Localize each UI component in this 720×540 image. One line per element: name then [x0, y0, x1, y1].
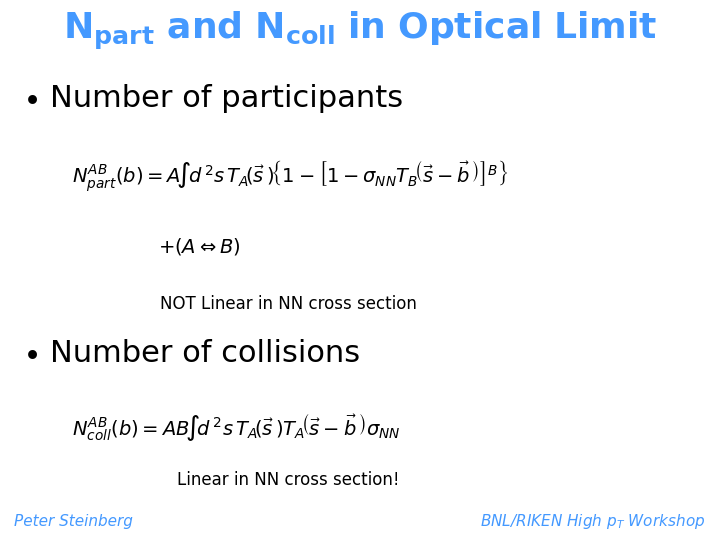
- Text: NOT Linear in NN cross section: NOT Linear in NN cross section: [160, 295, 416, 313]
- Text: Number of participants: Number of participants: [50, 84, 403, 113]
- Text: $\bullet$: $\bullet$: [22, 84, 37, 113]
- Text: Peter Steinberg: Peter Steinberg: [14, 514, 133, 529]
- Text: $N_{part}^{AB}(b)= A\!\int\! d^{\,2}s\,T_A\!\left(\vec{s}\,\right)\!\left\{1-\le: $N_{part}^{AB}(b)= A\!\int\! d^{\,2}s\,T…: [72, 159, 508, 194]
- Text: $N_{coll}^{AB}(b)= AB\!\int\! d^{\,2}s\,T_A\!\left(\vec{s}\,\right)T_A\!\left(\v: $N_{coll}^{AB}(b)= AB\!\int\! d^{\,2}s\,…: [72, 411, 401, 443]
- Text: Number of collisions: Number of collisions: [50, 339, 361, 368]
- Text: $+\left(A\Leftrightarrow B\right)$: $+\left(A\Leftrightarrow B\right)$: [158, 237, 241, 258]
- Text: $\bullet$: $\bullet$: [22, 339, 37, 368]
- Text: $\mathbf{N_{part}}$ $\mathbf{and\ N_{coll}\ in\ Optical\ Limit}$: $\mathbf{N_{part}}$ $\mathbf{and\ N_{col…: [63, 10, 657, 52]
- Text: Linear in NN cross section!: Linear in NN cross section!: [176, 471, 400, 489]
- Text: BNL/RIKEN High $p_T$ Workshop: BNL/RIKEN High $p_T$ Workshop: [480, 511, 706, 531]
